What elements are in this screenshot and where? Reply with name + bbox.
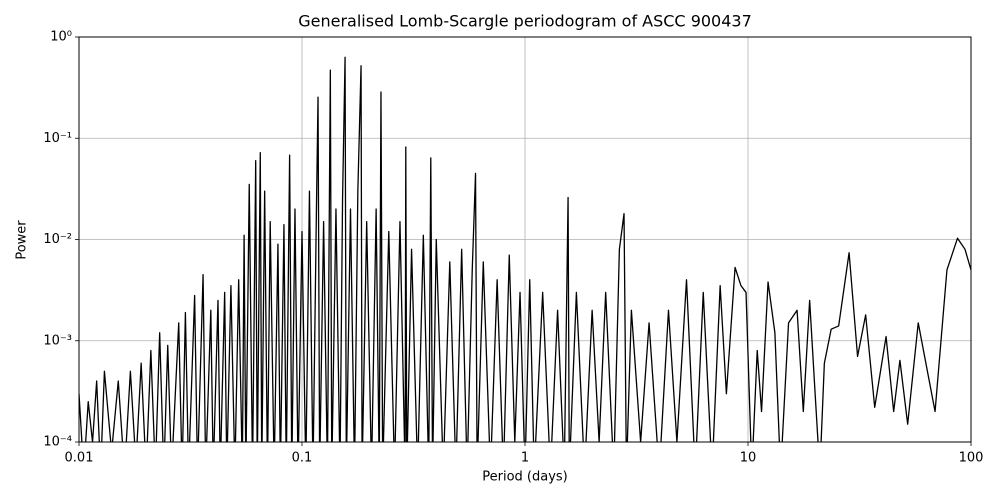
x-tick-label: 10 xyxy=(740,451,757,466)
x-axis-label: Period (days) xyxy=(482,470,568,485)
y-tick-label: 10⁰ xyxy=(50,30,72,45)
y-tick-label: 10⁻⁴ xyxy=(43,435,72,450)
x-tick-label: 0.1 xyxy=(292,451,313,466)
y-tick-label: 10⁻¹ xyxy=(43,131,72,146)
periodogram-line xyxy=(79,56,971,442)
plot-area xyxy=(79,56,971,442)
grid xyxy=(78,36,972,443)
y-axis-label: Power xyxy=(15,220,30,260)
y-tick-label: 10⁻³ xyxy=(43,333,72,348)
x-tick-label: 0.01 xyxy=(65,451,94,466)
y-tick-label: 10⁻² xyxy=(43,232,72,247)
x-tick-label: 100 xyxy=(959,451,984,466)
chart-title: Generalised Lomb-Scargle periodogram of … xyxy=(298,12,752,31)
x-tick-label: 1 xyxy=(521,451,529,466)
